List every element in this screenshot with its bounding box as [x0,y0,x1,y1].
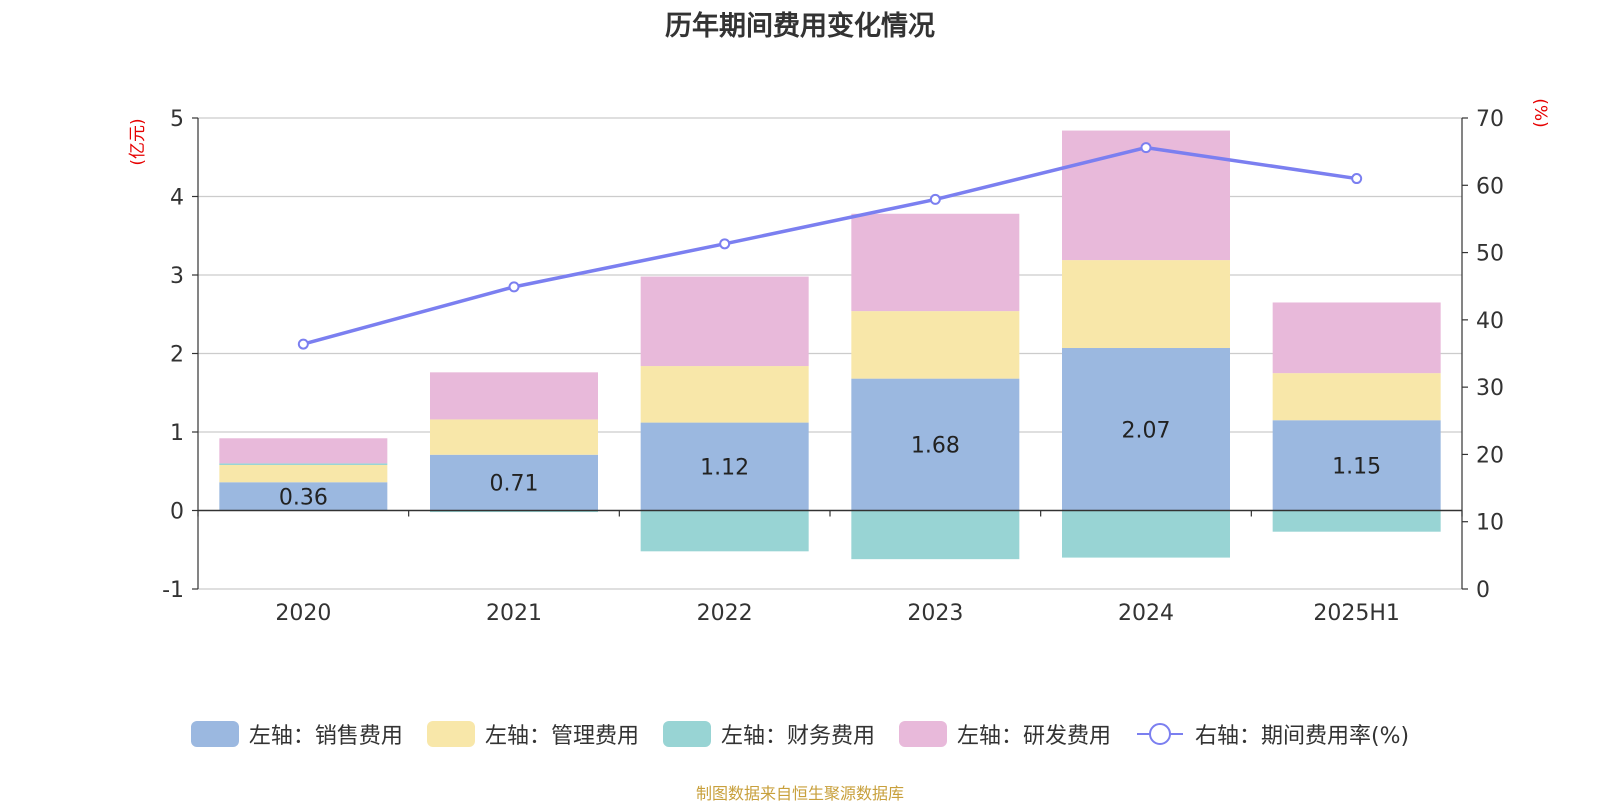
legend-item[interactable]: 左轴：管理费用 [426,718,639,750]
left-axis-tick-label: 5 [170,107,184,132]
legend-swatch [898,721,947,747]
bar-2025H1 [1272,420,1441,511]
right-axis-tick-label: 60 [1476,174,1504,199]
data-label: 1.12 [700,456,749,481]
right-axis-unit: (%) [1530,98,1550,127]
legend-item[interactable]: 左轴：财务费用 [662,718,875,750]
right-axis-tick-label: 50 [1476,242,1504,267]
right-axis-tick-label: 30 [1476,376,1504,401]
bar-2020 [219,438,388,464]
rate-point [297,338,309,350]
legend: 左轴：销售费用 左轴：管理费用 左轴：财务费用 左轴：研发费用 右轴：期间费用率(%) [0,718,1600,750]
data-label: 1.15 [1332,454,1381,479]
left-axis-tick-label: -1 [162,578,184,603]
rate-point [1140,142,1152,154]
bar-2022 [640,422,809,511]
legend-label: 左轴：研发费用 [956,724,1111,749]
legend-label: 右轴：期间费用率(%) [1194,724,1410,749]
left-axis-tick-label: 1 [170,421,184,446]
legend-item[interactable]: 左轴：销售费用 [190,718,403,750]
bar-2022 [640,510,809,552]
legend-swatch [190,721,239,747]
data-label: 1.68 [911,434,960,459]
bar-2024 [1062,510,1230,558]
category-label: 2020 [275,601,331,626]
data-label: 0.36 [279,485,328,510]
right-axis-tick-label: 70 [1476,107,1504,132]
left-axis-tick-label: 3 [170,264,184,289]
bar-2024 [1062,348,1230,511]
bar-2020 [219,463,388,465]
bar-2022 [640,366,809,423]
right-axis-tick-label: 20 [1476,443,1504,468]
category-label: 2025H1 [1313,601,1400,626]
category-label: 2022 [697,601,753,626]
left-axis-tick-label: 2 [170,343,184,368]
bar-2023 [851,510,1020,560]
legend-line-marker-icon [1136,723,1183,745]
left-axis-unit: (亿元) [128,118,148,165]
legend-item[interactable]: 左轴：研发费用 [898,718,1111,750]
chart-title: 历年期间费用变化情况 [665,11,935,42]
rate-point [1351,173,1363,185]
category-label: 2023 [907,601,963,626]
legend-swatch [426,721,475,747]
legend-label: 左轴：销售费用 [248,724,403,749]
bar-2023 [851,378,1020,511]
bar-2020 [219,464,388,483]
bar-2022 [640,276,809,367]
category-label: 2021 [486,601,542,626]
rate-point [929,193,941,205]
bar-2020 [219,482,388,511]
rate-point [719,238,731,250]
data-label: 0.71 [490,472,539,497]
bar-2025H1 [1272,302,1441,374]
left-axis-tick-label: 0 [170,500,184,525]
legend-swatch [662,721,711,747]
bar-2023 [851,311,1020,379]
bar-2024 [1062,260,1230,349]
data-label: 2.07 [1122,418,1171,443]
right-axis-tick-label: 0 [1476,578,1490,603]
bar-2025H1 [1272,373,1441,421]
bar-2021 [430,510,598,513]
legend-item[interactable]: 右轴：期间费用率(%) [1135,718,1409,750]
left-axis-tick-label: 4 [170,186,184,211]
right-axis-tick-label: 10 [1476,511,1504,536]
right-axis-tick-label: 40 [1476,309,1504,334]
bar-2021 [430,372,598,420]
legend-label: 左轴：财务费用 [720,724,875,749]
bar-2025H1 [1272,510,1441,532]
source-footer: 制图数据来自恒生聚源数据库 [695,784,904,803]
bar-2021 [430,454,598,511]
rate-line [302,145,1357,346]
rate-point [508,281,520,293]
legend-label: 左轴：管理费用 [484,724,639,749]
bar-2021 [430,419,598,455]
category-label: 2024 [1118,601,1174,626]
bar-2023 [851,213,1020,312]
